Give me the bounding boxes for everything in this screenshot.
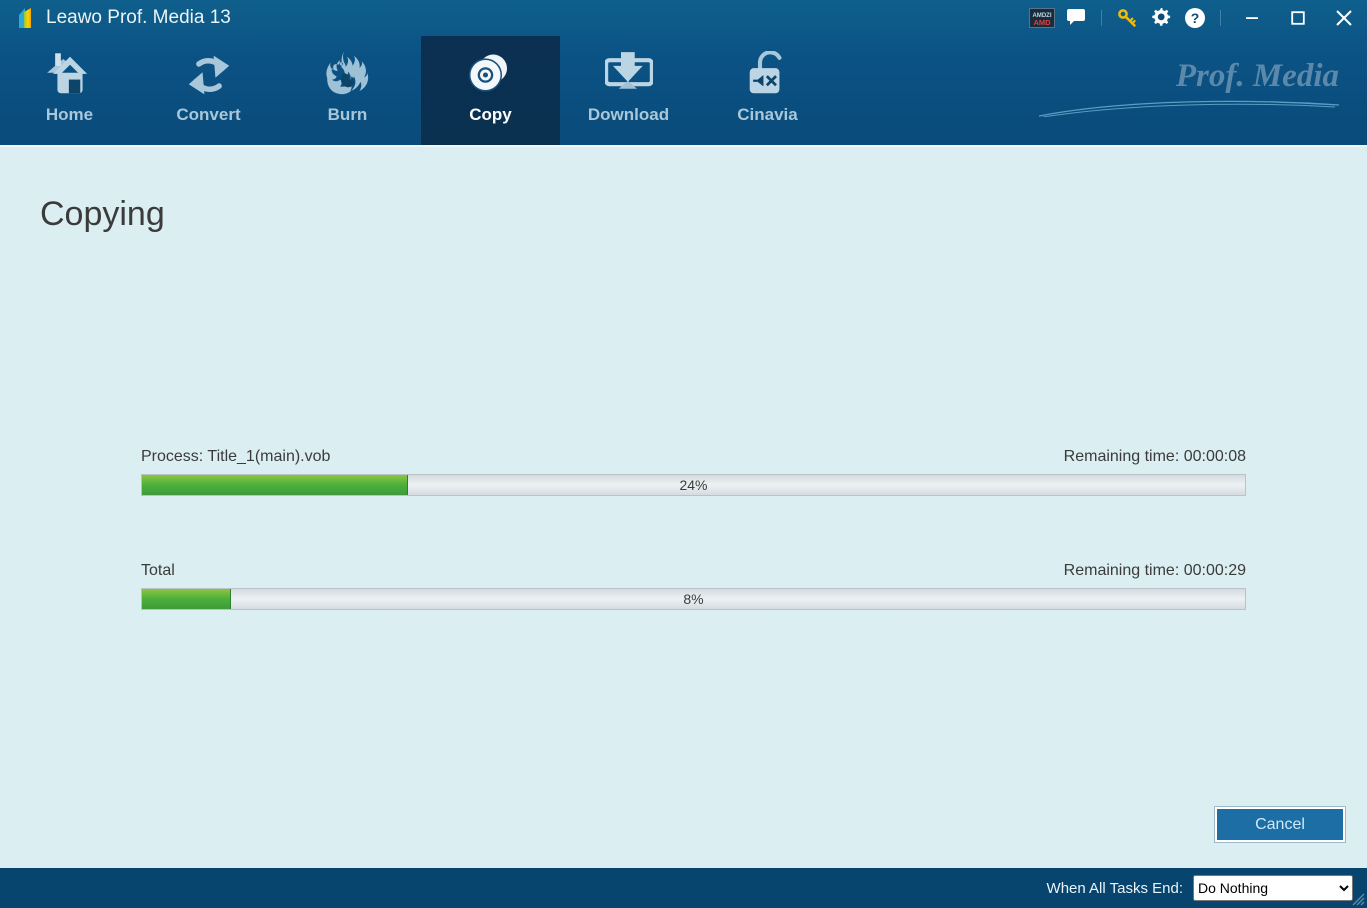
svg-text:AMD: AMD (1033, 18, 1051, 27)
svg-text:?: ? (1191, 10, 1200, 26)
